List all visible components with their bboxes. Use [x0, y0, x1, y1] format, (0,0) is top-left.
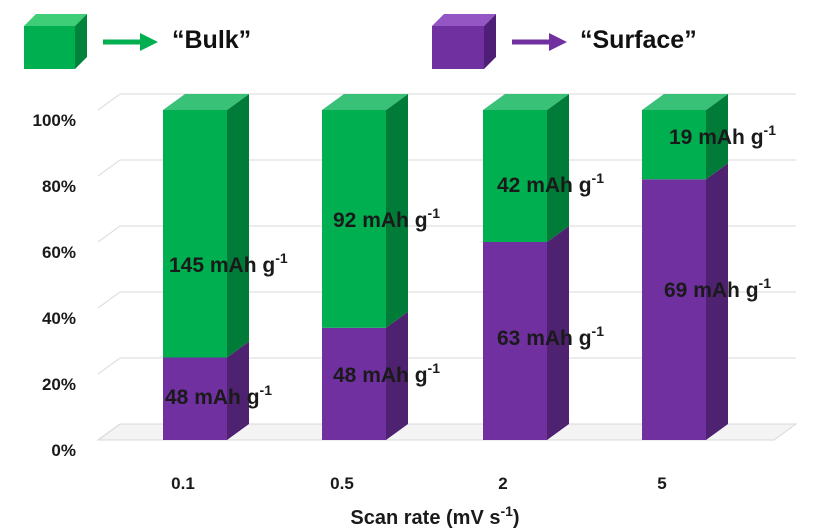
x-axis-tick-labels: 0.1 0.5 2 5 — [171, 474, 667, 493]
y-tick-label: 20% — [42, 375, 76, 394]
data-label: 69 mAh g-1 — [664, 275, 771, 302]
bar-top — [322, 94, 408, 110]
bar-top — [642, 94, 728, 110]
legend-bulk-arrow-head — [140, 33, 158, 51]
data-labels: 48 mAh g-1 145 mAh g-1 48 mAh g-1 92 mAh g-… — [165, 122, 776, 409]
bar-side — [386, 311, 408, 440]
y-tick-label: 60% — [42, 243, 76, 262]
y-tick-label: 80% — [42, 177, 76, 196]
bar-front — [322, 327, 386, 440]
legend: “Bulk” “Surface” — [24, 14, 697, 69]
data-label: 48 mAh g-1 — [333, 360, 440, 387]
x-tick-label: 0.1 — [171, 474, 195, 493]
bar-side — [227, 341, 249, 440]
bar-front — [642, 110, 706, 180]
bar-segment-surface — [322, 311, 408, 440]
legend-item-bulk: “Bulk” — [24, 14, 251, 69]
data-label: 63 mAh g-1 — [497, 323, 604, 350]
data-label: 42 mAh g-1 — [497, 170, 604, 197]
y-tick-label: 0% — [51, 441, 76, 460]
legend-bulk-cube-side — [75, 14, 87, 69]
bar-segment-surface — [163, 341, 249, 440]
x-axis-title: Scan rate (mV s-1) — [350, 503, 519, 529]
bar-side — [706, 94, 728, 180]
bar-side — [706, 163, 728, 441]
bar-front — [163, 357, 227, 440]
bar-side — [547, 94, 569, 242]
legend-bulk-label: “Bulk” — [172, 26, 251, 54]
bar-front — [642, 179, 706, 441]
legend-surface-cube-top — [432, 14, 496, 26]
gridline-diagonal — [97, 423, 121, 441]
x-tick-label: 2 — [498, 474, 507, 493]
y-axis-tick-labels: 0% 20% 40% 60% 80% 100% — [33, 111, 76, 460]
data-label: 19 mAh g-1 — [669, 122, 776, 149]
bar-top — [483, 94, 569, 110]
gridline-diagonal — [97, 225, 121, 243]
bar-top — [163, 94, 249, 110]
bar-segment-bulk — [642, 94, 728, 180]
y-tick-label: 100% — [33, 111, 76, 130]
bar-segment-surface — [483, 226, 569, 440]
y-tick-label: 40% — [42, 309, 76, 328]
bar-front — [483, 110, 547, 242]
legend-bulk-cube-top — [24, 14, 87, 26]
legend-surface-label: “Surface” — [580, 26, 697, 54]
bar-segment-bulk — [163, 94, 249, 358]
legend-surface-cube-side — [484, 14, 496, 69]
x-tick-label: 5 — [657, 474, 666, 493]
bar-front — [483, 242, 547, 440]
gridline-diagonal — [97, 159, 121, 177]
gridline-diagonal — [97, 93, 121, 111]
data-label: 48 mAh g-1 — [165, 382, 272, 409]
bar-front — [163, 110, 227, 358]
bar-side — [227, 94, 249, 358]
gridline-diagonal — [97, 291, 121, 309]
data-label: 92 mAh g-1 — [333, 205, 440, 232]
bar-side — [386, 94, 408, 328]
data-label: 145 mAh g-1 — [169, 250, 288, 277]
bar-segment-bulk — [322, 94, 408, 328]
legend-item-surface: “Surface” — [432, 14, 697, 69]
bar-segment-surface — [642, 163, 728, 441]
legend-surface-cube-front — [432, 26, 484, 69]
legend-bulk-cube-front — [24, 26, 75, 69]
bars — [163, 94, 728, 441]
legend-surface-arrow-head — [549, 33, 567, 51]
bar-side — [547, 226, 569, 440]
gridline-diagonal — [97, 357, 121, 375]
bar-segment-bulk — [483, 94, 569, 242]
x-tick-label: 0.5 — [330, 474, 354, 493]
bar-front — [322, 110, 386, 328]
